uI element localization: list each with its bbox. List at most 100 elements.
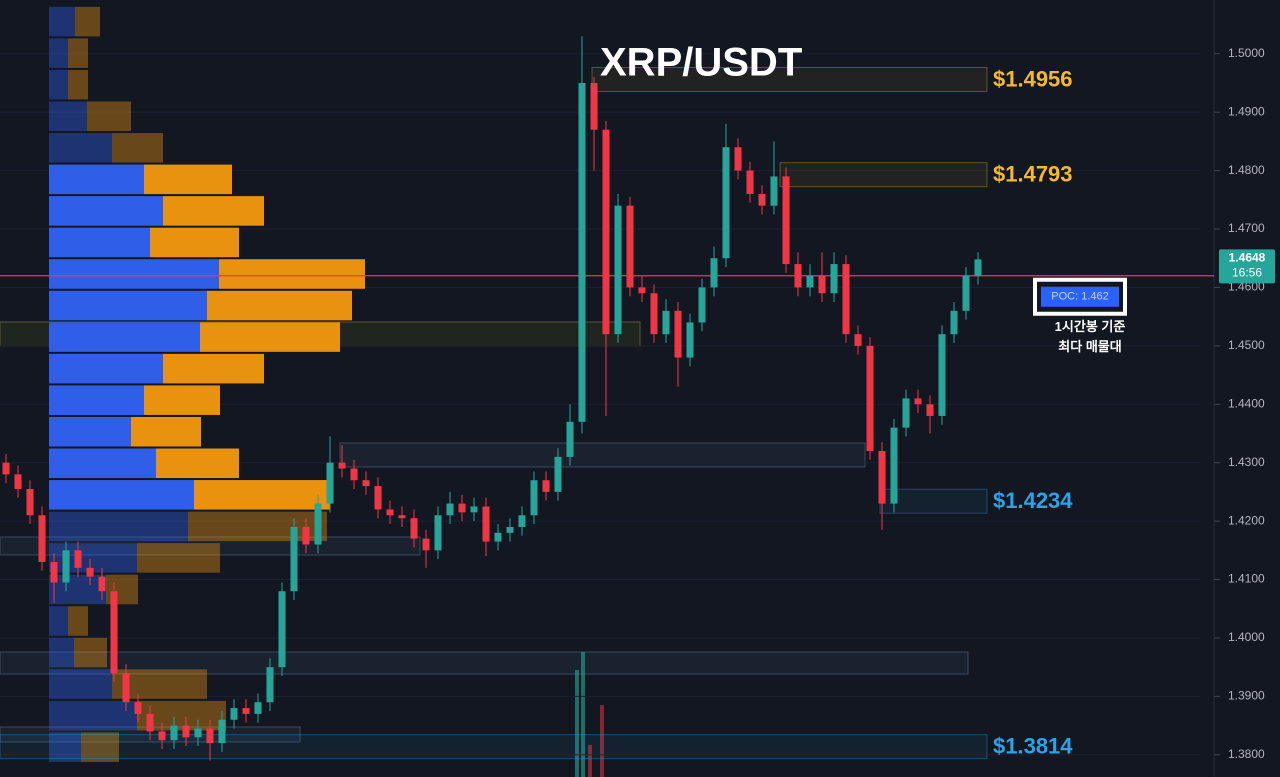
candle-body xyxy=(866,345,874,452)
candle-body xyxy=(218,719,226,744)
y-tick-label: 1.4000 xyxy=(1228,630,1265,644)
candle-body xyxy=(518,515,526,527)
profile-buy xyxy=(49,322,200,352)
profile-buy xyxy=(49,732,81,762)
candle-body xyxy=(542,480,550,492)
candle-body xyxy=(554,456,562,492)
volume-bar xyxy=(575,670,579,777)
countdown: 16:56 xyxy=(1232,266,1262,280)
candle-body xyxy=(290,526,298,592)
profile-sell xyxy=(75,6,100,37)
candle-body xyxy=(938,334,946,416)
profile-sell xyxy=(87,101,131,132)
candle-body xyxy=(662,310,670,335)
y-tick-label: 1.4500 xyxy=(1228,338,1265,352)
candle-body xyxy=(74,550,82,568)
candle-body xyxy=(302,526,310,545)
profile-buy xyxy=(49,574,106,605)
candle-body xyxy=(734,147,742,171)
profile-sell xyxy=(163,196,264,226)
level-zone xyxy=(779,162,988,188)
candle-body xyxy=(158,731,166,741)
profile-buy xyxy=(49,606,68,636)
profile-sell xyxy=(194,480,330,510)
profile-sell xyxy=(137,543,220,573)
annotation: 1시간봉 기준 xyxy=(1055,319,1126,334)
y-tick-label: 1.4700 xyxy=(1228,221,1265,235)
profile-buy xyxy=(49,69,68,100)
candle-body xyxy=(458,503,466,513)
zone xyxy=(339,442,866,468)
profile-sell xyxy=(163,353,264,384)
candle-body xyxy=(374,486,382,510)
candle-body xyxy=(194,728,202,738)
y-tick-label: 1.4400 xyxy=(1228,396,1265,410)
candle-body xyxy=(434,515,442,551)
candle-body xyxy=(206,728,214,744)
profile-sell xyxy=(207,290,352,321)
candle-body xyxy=(86,567,94,577)
profile-buy xyxy=(49,6,75,37)
y-tick-label: 1.3800 xyxy=(1228,747,1265,761)
candle-body xyxy=(650,293,658,335)
candle-body xyxy=(266,667,274,703)
level-zone xyxy=(591,66,988,92)
profile-buy xyxy=(49,353,163,384)
candle-body xyxy=(578,82,586,422)
poc-badge xyxy=(1041,286,1119,307)
profile-buy xyxy=(49,101,87,132)
candle-body xyxy=(638,287,646,294)
candle-body xyxy=(914,398,922,405)
candle-body xyxy=(14,474,22,489)
profile-sell xyxy=(144,385,220,415)
y-tick-label: 1.4800 xyxy=(1228,163,1265,177)
profile-buy xyxy=(49,164,144,195)
level-label: $1.4956 xyxy=(993,66,1073,91)
candle-body xyxy=(590,82,598,130)
last-price-box xyxy=(1219,249,1275,284)
candle-body xyxy=(566,421,574,457)
candle-body xyxy=(878,451,886,504)
profile-sell xyxy=(131,416,201,447)
candle-body xyxy=(758,193,766,206)
candle-body xyxy=(806,275,814,288)
candle-body xyxy=(890,427,898,504)
candle-body xyxy=(122,673,130,703)
y-tick-label: 1.5000 xyxy=(1228,46,1265,60)
profile-sell xyxy=(68,38,88,68)
profile-sell xyxy=(68,69,88,100)
candle-body xyxy=(698,287,706,323)
candle-body xyxy=(350,468,358,481)
candle-body xyxy=(242,708,250,714)
candle-body xyxy=(686,322,694,358)
y-tick-label: 1.4100 xyxy=(1228,572,1265,586)
candle-body xyxy=(746,170,754,194)
profile-buy xyxy=(49,416,131,447)
candle-body xyxy=(482,506,490,542)
profile-buy xyxy=(49,637,74,668)
candle-body xyxy=(398,515,406,519)
candle-body xyxy=(602,129,610,335)
candle-body xyxy=(818,275,826,294)
candle-body xyxy=(170,725,178,741)
candle-body xyxy=(950,310,958,335)
profile-sell xyxy=(219,259,365,289)
candle-body xyxy=(254,702,262,714)
candle-body xyxy=(446,503,454,516)
candle-body xyxy=(338,462,346,469)
candle-body xyxy=(386,509,394,516)
volume-bar xyxy=(581,652,585,777)
candle-body xyxy=(278,591,286,668)
candle-body xyxy=(854,334,862,346)
y-tick-label: 1.4200 xyxy=(1228,513,1265,527)
profile-sell xyxy=(150,227,239,258)
candle-body xyxy=(2,462,10,475)
candle-body xyxy=(794,264,802,288)
candle-body xyxy=(362,480,370,487)
candle-body xyxy=(926,404,934,416)
poc-label: POC: 1.462 xyxy=(1051,291,1108,303)
candle-body xyxy=(50,562,58,583)
profile-buy xyxy=(49,290,207,321)
y-tick-label: 1.4300 xyxy=(1228,455,1265,469)
